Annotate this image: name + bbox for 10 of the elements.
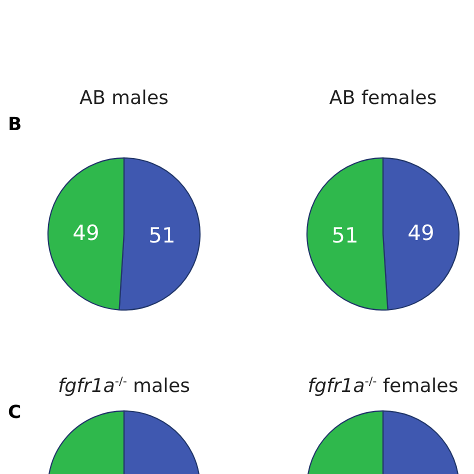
data-label: 51 — [332, 224, 358, 248]
data-label: 49 — [408, 221, 434, 246]
chart-title: AB males — [79, 87, 169, 109]
chart-title: fgfr1a$^{-/-}$ females — [308, 374, 458, 397]
data-label: 51 — [148, 224, 176, 248]
chart-title: fgfr1a$^{-/-}$ males — [58, 374, 190, 397]
text: C — [8, 402, 22, 423]
chart-title: AB females — [329, 87, 437, 109]
data-label: 49 — [72, 221, 100, 246]
text: B — [8, 114, 22, 135]
